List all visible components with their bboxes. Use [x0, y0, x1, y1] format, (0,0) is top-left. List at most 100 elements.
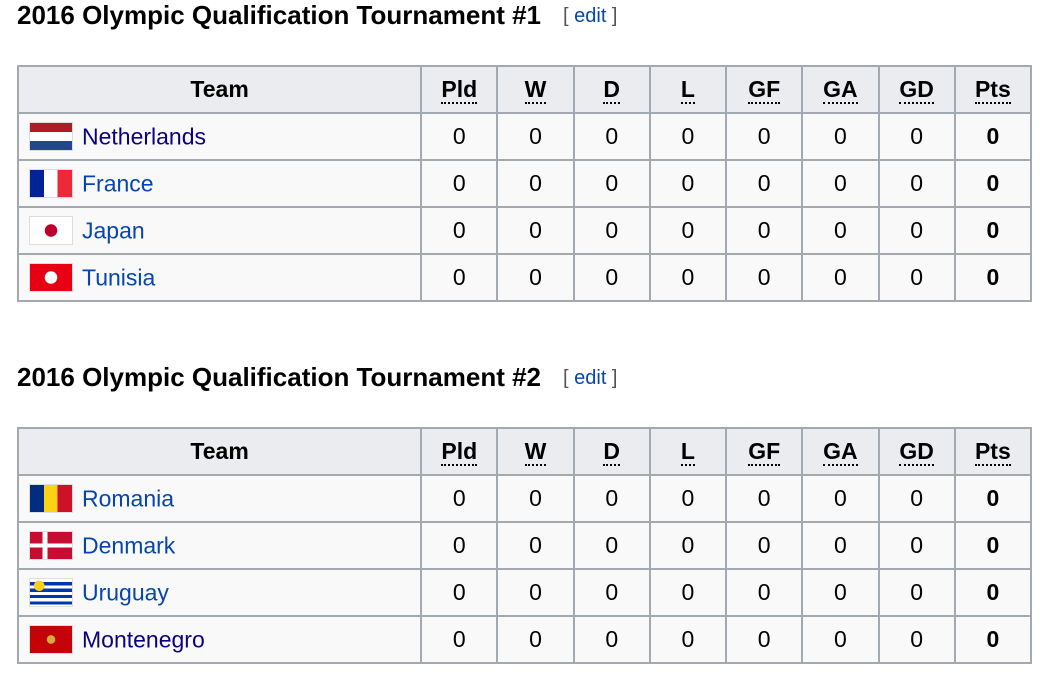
- table-row: Romania 0 0 0 0 0 0 0 0: [16, 474, 1033, 523]
- pld-cell: 0: [420, 568, 499, 617]
- column-abbr: L: [680, 76, 695, 104]
- w-cell: 0: [496, 112, 575, 161]
- pld-cell: 0: [420, 253, 499, 302]
- column-header-d: D: [572, 65, 651, 114]
- pld-cell: 0: [420, 474, 499, 523]
- table-row: France 0 0 0 0 0 0 0 0: [16, 159, 1033, 208]
- gd-cell: 0: [877, 253, 956, 302]
- pld-cell: 0: [420, 112, 499, 161]
- section-title: 2016 Olympic Qualification Tournament #2: [17, 362, 541, 392]
- d-cell: 0: [572, 568, 651, 617]
- team-link[interactable]: Romania: [82, 485, 175, 512]
- team-cell: France: [16, 159, 423, 208]
- japan-flag-icon: [29, 216, 73, 246]
- team-link[interactable]: Netherlands: [82, 123, 207, 150]
- team-cell: Tunisia: [16, 253, 423, 302]
- column-header-pld: Pld: [420, 65, 499, 114]
- column-header-l: L: [648, 65, 728, 114]
- column-abbr: GD: [899, 76, 934, 104]
- d-cell: 0: [572, 474, 651, 523]
- column-abbr: Pts: [974, 76, 1011, 104]
- ga-cell: 0: [801, 159, 880, 208]
- ga-cell: 0: [801, 112, 880, 161]
- column-abbr: Pld: [441, 76, 478, 104]
- gf-cell: 0: [725, 615, 804, 664]
- pts-cell: 0: [953, 253, 1033, 302]
- w-cell: 0: [496, 615, 575, 664]
- column-header-l: L: [648, 427, 728, 476]
- column-header-w: W: [496, 427, 575, 476]
- gd-cell: 0: [877, 568, 956, 617]
- table-row: Tunisia 0 0 0 0 0 0 0 0: [16, 253, 1033, 302]
- column-abbr: GA: [823, 438, 858, 466]
- team-cell: Netherlands: [16, 112, 423, 161]
- ga-cell: 0: [801, 474, 880, 523]
- d-cell: 0: [572, 206, 651, 255]
- team-link[interactable]: Uruguay: [82, 579, 169, 606]
- column-abbr: GD: [899, 438, 934, 466]
- edit-link[interactable]: edit: [574, 5, 607, 27]
- w-cell: 0: [496, 206, 575, 255]
- l-cell: 0: [648, 521, 728, 570]
- ga-cell: 0: [801, 568, 880, 617]
- l-cell: 0: [648, 568, 728, 617]
- column-header-pts: Pts: [953, 65, 1033, 114]
- column-abbr: GF: [748, 438, 781, 466]
- header-row: Team Pld W D L GF GA GD Pts: [16, 65, 1033, 114]
- column-abbr: GF: [748, 76, 781, 104]
- column-header-gf: GF: [725, 65, 804, 114]
- gf-cell: 0: [725, 521, 804, 570]
- l-cell: 0: [648, 253, 728, 302]
- column-abbr: L: [680, 438, 695, 466]
- gd-cell: 0: [877, 206, 956, 255]
- gf-cell: 0: [725, 159, 804, 208]
- d-cell: 0: [572, 253, 651, 302]
- section-heading: 2016 Olympic Qualification Tournament #2…: [17, 362, 618, 393]
- l-cell: 0: [648, 474, 728, 523]
- column-abbr: Pld: [441, 438, 478, 466]
- ga-cell: 0: [801, 615, 880, 664]
- team-link[interactable]: France: [82, 170, 154, 197]
- d-cell: 0: [572, 615, 651, 664]
- pts-cell: 0: [953, 159, 1033, 208]
- team-link[interactable]: Denmark: [82, 532, 176, 559]
- team-link[interactable]: Tunisia: [82, 264, 156, 291]
- pts-cell: 0: [953, 521, 1033, 570]
- edit-section: [ edit ]: [563, 5, 618, 27]
- team-link[interactable]: Montenegro: [82, 626, 205, 653]
- l-cell: 0: [648, 615, 728, 664]
- gd-cell: 0: [877, 615, 956, 664]
- column-header-w: W: [496, 65, 575, 114]
- edit-link[interactable]: edit: [574, 367, 607, 389]
- table-row: Uruguay 0 0 0 0 0 0 0 0: [16, 568, 1033, 617]
- column-header-ga: GA: [801, 427, 880, 476]
- pts-cell: 0: [953, 112, 1033, 161]
- gf-cell: 0: [725, 206, 804, 255]
- d-cell: 0: [572, 112, 651, 161]
- france-flag-icon: [29, 169, 73, 199]
- column-header-d: D: [572, 427, 651, 476]
- column-abbr: D: [603, 438, 621, 466]
- standings-table: Team Pld W D L GF GA GD Pts Netherlands 0 0 0 0 0 0 0 0 Fr…: [16, 65, 1033, 302]
- table-row: Netherlands 0 0 0 0 0 0 0 0: [16, 112, 1033, 161]
- pld-cell: 0: [420, 615, 499, 664]
- netherlands-flag-icon: [29, 122, 73, 152]
- column-header-gd: GD: [877, 65, 956, 114]
- pld-cell: 0: [420, 206, 499, 255]
- column-abbr: D: [603, 76, 621, 104]
- gd-cell: 0: [877, 474, 956, 523]
- column-abbr: GA: [823, 76, 858, 104]
- column-abbr: Pts: [974, 438, 1011, 466]
- w-cell: 0: [496, 474, 575, 523]
- d-cell: 0: [572, 521, 651, 570]
- column-header-gd: GD: [877, 427, 956, 476]
- team-cell: Montenegro: [16, 615, 423, 664]
- column-header-pts: Pts: [953, 427, 1033, 476]
- ga-cell: 0: [801, 521, 880, 570]
- gf-cell: 0: [725, 253, 804, 302]
- ga-cell: 0: [801, 206, 880, 255]
- edit-section: [ edit ]: [563, 367, 618, 389]
- team-link[interactable]: Japan: [82, 217, 145, 244]
- romania-flag-icon: [29, 484, 73, 514]
- column-abbr: W: [524, 76, 547, 104]
